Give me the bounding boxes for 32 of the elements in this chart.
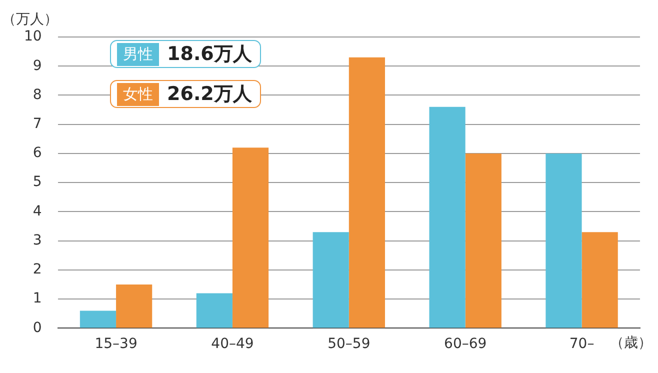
bar bbox=[546, 153, 582, 328]
y-tick-label: 2 bbox=[32, 262, 42, 278]
bar bbox=[80, 310, 116, 328]
bar bbox=[312, 232, 349, 328]
bar bbox=[116, 284, 152, 328]
y-tick-label: 0 bbox=[32, 320, 42, 336]
y-tick-label: 6 bbox=[32, 145, 42, 162]
y-tick-label: 1 bbox=[32, 290, 42, 307]
x-tick-label: 60–69 bbox=[444, 336, 487, 352]
y-tick-label: 4 bbox=[32, 203, 42, 220]
y-tick-label: 5 bbox=[32, 174, 42, 190]
y-tick-label: 9 bbox=[32, 58, 42, 74]
y-axis-title: （万人） bbox=[2, 12, 58, 28]
bar bbox=[232, 148, 269, 328]
annotation: 18.6万人 bbox=[167, 42, 252, 67]
text: 男性 bbox=[117, 42, 159, 66]
y-tick-label: 3 bbox=[32, 232, 42, 248]
x-tick-label: 70– bbox=[569, 336, 594, 352]
x-tick-label: 40–49 bbox=[211, 336, 254, 352]
bar bbox=[196, 293, 232, 328]
x-tick-label: 50–59 bbox=[328, 336, 370, 352]
y-tick-label: 8 bbox=[32, 86, 42, 103]
bar bbox=[582, 232, 618, 328]
bar bbox=[348, 57, 386, 328]
y-tick-label: 10 bbox=[24, 28, 42, 45]
y-tick-label: 7 bbox=[32, 116, 42, 132]
bar bbox=[429, 106, 466, 328]
bar bbox=[465, 153, 502, 328]
text: 女性 bbox=[117, 82, 159, 106]
x-axis-title: （歳） bbox=[610, 334, 652, 351]
annotation: 26.2万人 bbox=[167, 82, 252, 107]
x-tick-label: 15–39 bbox=[94, 336, 138, 352]
